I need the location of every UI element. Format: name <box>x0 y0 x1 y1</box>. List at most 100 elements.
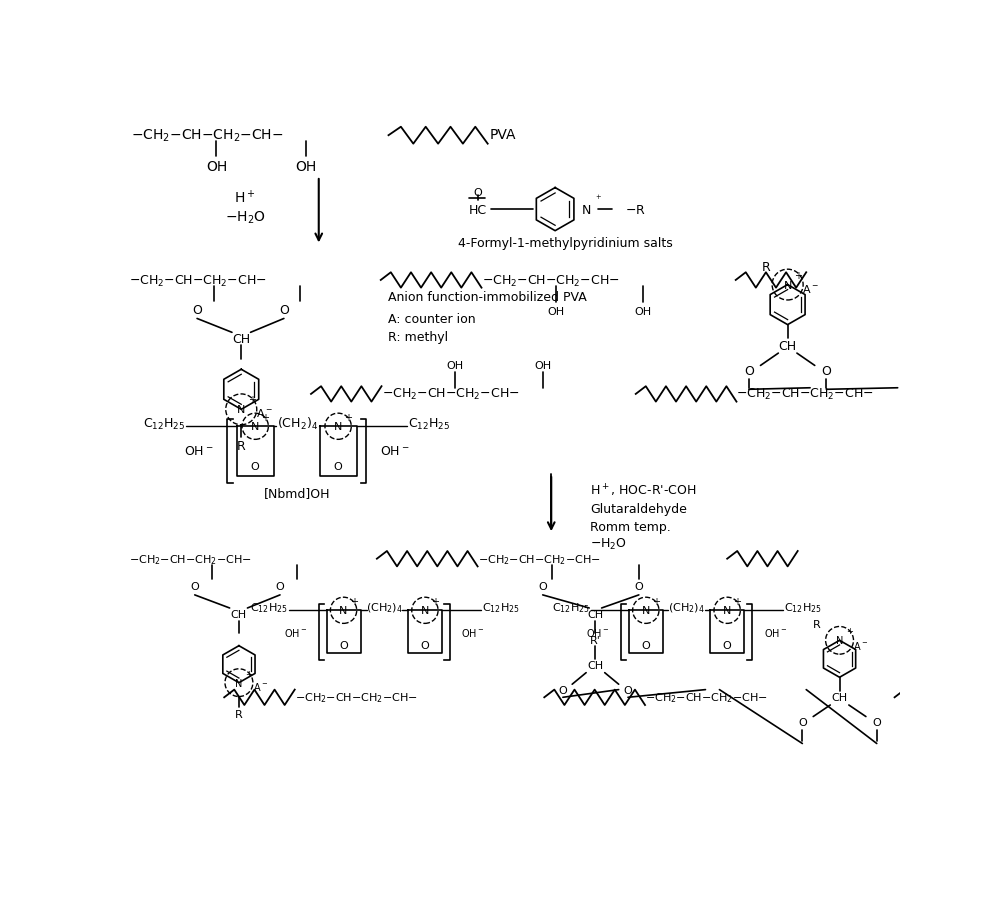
Text: O: O <box>473 188 482 198</box>
Text: OH$^-$: OH$^-$ <box>184 445 213 458</box>
Text: N: N <box>723 606 731 616</box>
Text: $^+$: $^+$ <box>594 194 602 204</box>
Text: OH$^-$: OH$^-$ <box>461 626 485 638</box>
Text: O: O <box>558 684 567 694</box>
Text: O: O <box>634 582 643 591</box>
Text: $-$H$_2$O: $-$H$_2$O <box>590 536 627 551</box>
Text: +: + <box>794 270 802 280</box>
Text: N: N <box>421 606 429 616</box>
Text: O: O <box>334 461 342 471</box>
Text: O: O <box>538 582 547 591</box>
Text: A$^-$: A$^-$ <box>256 407 273 419</box>
Text: N: N <box>339 606 348 616</box>
Text: (CH$_2$)$_4$: (CH$_2$)$_4$ <box>668 600 705 614</box>
Text: $-$R: $-$R <box>625 203 646 217</box>
Text: N: N <box>836 636 843 646</box>
Text: C$_{12}$H$_{25}$: C$_{12}$H$_{25}$ <box>408 416 450 432</box>
Text: (CH$_2$)$_4$: (CH$_2$)$_4$ <box>277 415 318 432</box>
Text: +: + <box>350 596 358 607</box>
Text: O: O <box>421 640 429 650</box>
Text: OH: OH <box>206 160 227 173</box>
Text: $-$CH$_2$$-$CH$-$CH$_2$$-$CH$-$: $-$CH$_2$$-$CH$-$CH$_2$$-$CH$-$ <box>131 128 284 144</box>
Text: +: + <box>246 669 252 678</box>
Text: C$_{12}$H$_{25}$: C$_{12}$H$_{25}$ <box>552 600 590 614</box>
Text: +: + <box>344 413 352 423</box>
Text: OH: OH <box>634 306 651 316</box>
Text: +: + <box>733 596 741 607</box>
Text: C$_{12}$H$_{25}$: C$_{12}$H$_{25}$ <box>143 416 185 432</box>
Text: A$^-$: A$^-$ <box>853 639 868 651</box>
Text: OH$^-$: OH$^-$ <box>380 445 409 458</box>
Text: CH: CH <box>831 693 848 703</box>
Text: OH: OH <box>447 360 464 370</box>
Text: Anion function-immobilized PVA: Anion function-immobilized PVA <box>388 291 587 304</box>
Text: O: O <box>821 365 831 377</box>
Text: $-$CH$_2$$-$CH$-$CH$_2$$-$CH$-$: $-$CH$_2$$-$CH$-$CH$_2$$-$CH$-$ <box>482 273 619 288</box>
Text: C$_{12}$H$_{25}$: C$_{12}$H$_{25}$ <box>250 600 288 614</box>
Text: N: N <box>581 203 591 217</box>
Text: $-$CH$_2$$-$CH$-$CH$_2$$-$CH$-$: $-$CH$_2$$-$CH$-$CH$_2$$-$CH$-$ <box>129 273 266 288</box>
Text: Romm temp.: Romm temp. <box>590 520 671 534</box>
Text: $-$CH$_2$$-$CH$-$CH$_2$$-$CH$-$: $-$CH$_2$$-$CH$-$CH$_2$$-$CH$-$ <box>129 553 252 566</box>
Text: H$^+$: H$^+$ <box>234 189 256 206</box>
Text: HC: HC <box>469 203 487 217</box>
Text: OH: OH <box>534 360 551 370</box>
Text: +: + <box>431 596 439 607</box>
Text: O: O <box>723 640 732 650</box>
Text: N: N <box>334 422 342 432</box>
Text: +: + <box>261 413 269 423</box>
Text: (CH$_2$)$_4$: (CH$_2$)$_4$ <box>366 600 403 614</box>
Text: R: R <box>237 440 246 452</box>
Text: OH: OH <box>295 160 316 173</box>
Text: O: O <box>641 640 650 650</box>
Text: Glutaraldehyde: Glutaraldehyde <box>590 503 687 516</box>
Text: R: R <box>812 619 820 629</box>
Text: CH: CH <box>231 610 247 619</box>
Text: $-$H$_2$O: $-$H$_2$O <box>225 209 266 226</box>
Text: O: O <box>339 640 348 650</box>
Text: OH$^-$: OH$^-$ <box>284 626 307 638</box>
Text: A$^-$: A$^-$ <box>253 680 268 692</box>
Text: O: O <box>276 582 284 591</box>
Text: +: + <box>652 596 660 607</box>
Text: $-$CH$_2$$-$CH$-$CH$_2$$-$CH$-$: $-$CH$_2$$-$CH$-$CH$_2$$-$CH$-$ <box>295 691 417 704</box>
Text: +: + <box>248 395 256 405</box>
Text: O: O <box>279 303 289 316</box>
Text: PVA: PVA <box>489 127 516 142</box>
Text: CH: CH <box>232 332 250 346</box>
Text: C$_{12}$H$_{25}$: C$_{12}$H$_{25}$ <box>784 600 822 614</box>
Text: OH$^-$: OH$^-$ <box>586 626 609 638</box>
Text: CH: CH <box>779 340 797 352</box>
Text: R: R <box>235 710 243 720</box>
Text: O: O <box>744 365 754 377</box>
Text: $-$CH$_2$$-$CH$-$CH$_2$$-$CH$-$: $-$CH$_2$$-$CH$-$CH$_2$$-$CH$-$ <box>478 553 600 566</box>
Text: CH: CH <box>587 610 603 619</box>
Text: N: N <box>237 405 245 414</box>
Text: A$^-$: A$^-$ <box>802 283 819 294</box>
Text: CH: CH <box>587 660 603 670</box>
Text: C$_{12}$H$_{25}$: C$_{12}$H$_{25}$ <box>482 600 519 614</box>
Text: O: O <box>190 582 199 591</box>
Text: N: N <box>251 422 259 432</box>
Text: N: N <box>642 606 650 616</box>
Text: $-$CH$_2$$-$CH$-$CH$_2$$-$CH$-$: $-$CH$_2$$-$CH$-$CH$_2$$-$CH$-$ <box>645 691 768 704</box>
Text: H$^+$, HOC-R'-COH: H$^+$, HOC-R'-COH <box>590 481 696 498</box>
Text: $-$CH$_2$$-$CH$-$CH$_2$$-$CH$-$: $-$CH$_2$$-$CH$-$CH$_2$$-$CH$-$ <box>736 387 874 402</box>
Text: O: O <box>192 303 202 316</box>
Text: OH: OH <box>547 306 564 316</box>
Text: N: N <box>235 678 243 688</box>
Text: O: O <box>624 684 632 694</box>
Text: O: O <box>872 717 881 727</box>
Text: R: R <box>762 260 770 274</box>
Text: [Nbmd]OH: [Nbmd]OH <box>264 487 330 499</box>
Text: 4-Formyl-1-methylpyridinium salts: 4-Formyl-1-methylpyridinium salts <box>458 237 673 250</box>
Text: R: methyl: R: methyl <box>388 330 449 343</box>
Text: O: O <box>798 717 807 727</box>
Text: A: counter ion: A: counter ion <box>388 312 476 326</box>
Text: $-$CH$_2$$-$CH$-$CH$_2$$-$CH$-$: $-$CH$_2$$-$CH$-$CH$_2$$-$CH$-$ <box>382 387 519 402</box>
Text: OH$^-$: OH$^-$ <box>764 626 787 638</box>
Text: O: O <box>251 461 260 471</box>
Text: N: N <box>783 280 792 290</box>
Text: R': R' <box>590 635 601 645</box>
Text: +: + <box>846 626 853 635</box>
